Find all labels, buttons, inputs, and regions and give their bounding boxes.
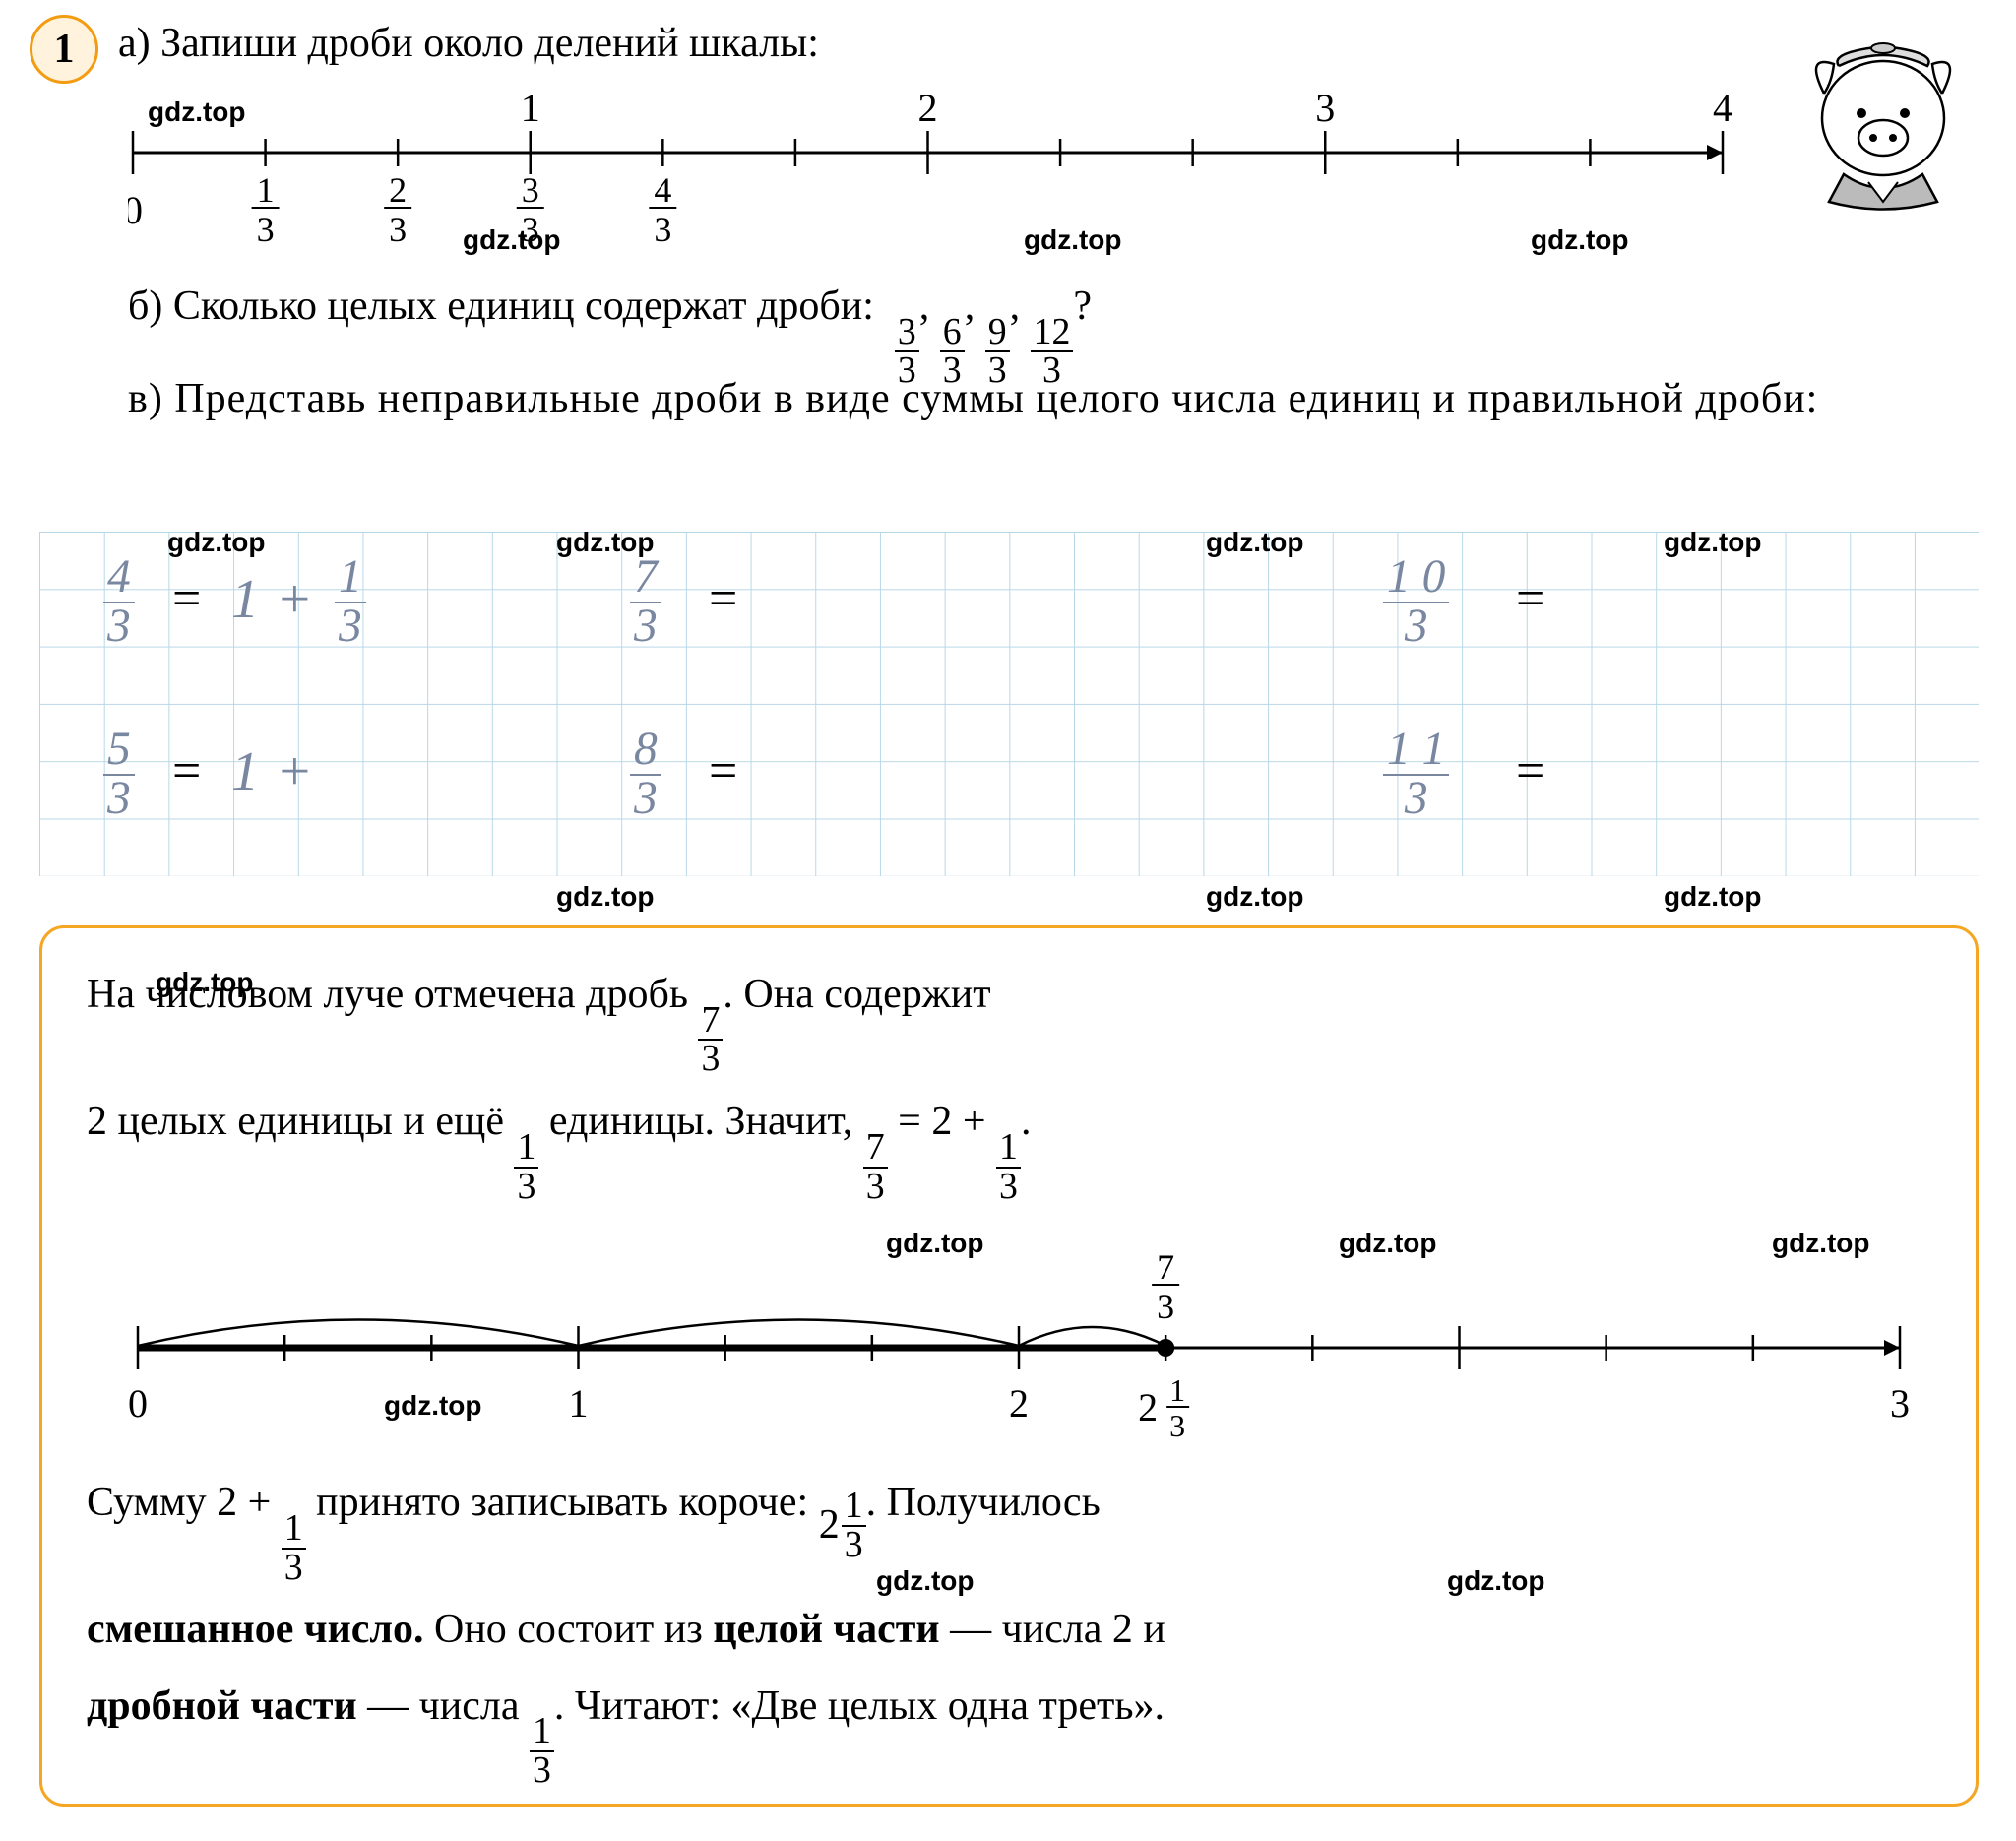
svg-text:1: 1 (521, 86, 540, 130)
grid-entry: + (276, 546, 313, 609)
svg-text:1: 1 (1169, 1372, 1185, 1408)
svg-text:3: 3 (1157, 1287, 1174, 1326)
watermark: gdz.top (156, 967, 254, 998)
watermark: gdz.top (1339, 1228, 1437, 1259)
svg-text:3: 3 (522, 170, 539, 210)
watermark: gdz.top (167, 527, 266, 558)
svg-text:3: 3 (389, 210, 407, 246)
grid-entry: = (1516, 546, 1544, 604)
svg-text:4: 4 (654, 170, 671, 210)
grid-entry: 73 (630, 546, 662, 650)
svg-text:4: 4 (1713, 86, 1732, 130)
grid-entry: 1 (231, 719, 259, 782)
number-line-2: 7301234213 (87, 1235, 1931, 1461)
watermark: gdz.top (556, 527, 655, 558)
svg-text:2: 2 (918, 86, 938, 130)
grid-worksheet: 43=1+1373=1 03=53=1+83=1 13= (39, 532, 1979, 876)
svg-text:3: 3 (1315, 86, 1335, 130)
svg-text:7: 7 (1157, 1247, 1174, 1287)
grid-entry: 1 03 (1383, 546, 1449, 650)
grid-entry: 1 13 (1383, 719, 1449, 822)
grid-entry: = (709, 546, 737, 604)
grid-entry: = (1516, 719, 1544, 777)
grid-entry: 53 (103, 719, 135, 822)
grid-entry: = (709, 719, 737, 777)
watermark: gdz.top (1664, 881, 1762, 913)
watermark: gdz.top (1206, 527, 1304, 558)
watermark: gdz.top (1206, 881, 1304, 913)
svg-text:3: 3 (1890, 1381, 1910, 1426)
part-v-text: в) Представь неправильные дроби в виде с… (128, 369, 1977, 429)
number-line-1: 0123413233343 (128, 69, 1742, 246)
orange-line-4: смешанное число. Оно состоит из целой ча… (87, 1598, 1931, 1662)
grid-entry: + (276, 719, 313, 782)
watermark: gdz.top (556, 881, 655, 913)
explanation-box: На числовом луче отмечена дробь 73. Она … (39, 925, 1979, 1807)
svg-text:3: 3 (257, 210, 275, 246)
svg-text:3: 3 (654, 210, 671, 246)
watermark: gdz.top (463, 224, 561, 256)
orange-line-3: Сумму 2 + 13 принято записывать короче: … (87, 1471, 1931, 1586)
orange-line-5: дробной части — числа 13. Читают: «Две ц… (87, 1675, 1931, 1790)
watermark: gdz.top (886, 1228, 984, 1259)
grid-entry: 43 (103, 546, 135, 650)
svg-text:1: 1 (569, 1381, 589, 1426)
grid-entry: = (172, 719, 201, 777)
part-a-text: а) Запиши дроби около делений шкалы: (118, 20, 1760, 67)
watermark: gdz.top (1447, 1565, 1545, 1597)
svg-text:0: 0 (128, 188, 143, 232)
watermark: gdz.top (1531, 224, 1629, 256)
svg-text:3: 3 (1169, 1408, 1185, 1443)
svg-text:2: 2 (1138, 1385, 1158, 1429)
watermark: gdz.top (1772, 1228, 1870, 1259)
svg-text:0: 0 (128, 1381, 148, 1426)
grid-entry: 13 (335, 546, 366, 650)
watermark: gdz.top (384, 1390, 482, 1422)
svg-text:1: 1 (257, 170, 275, 210)
watermark: gdz.top (1664, 527, 1762, 558)
pig-icon (1785, 5, 1982, 212)
problem-number-badge: 1 (30, 15, 98, 84)
grid-entry: 83 (630, 719, 662, 822)
orange-line-1: На числовом луче отмечена дробь 73. Она … (87, 963, 1931, 1078)
watermark: gdz.top (148, 96, 246, 128)
svg-text:2: 2 (1009, 1381, 1029, 1426)
orange-line-2: 2 целых единицы и ещё 13 единицы. Значит… (87, 1090, 1931, 1205)
svg-text:2: 2 (389, 170, 407, 210)
watermark: gdz.top (876, 1565, 975, 1597)
watermark: gdz.top (1024, 224, 1122, 256)
